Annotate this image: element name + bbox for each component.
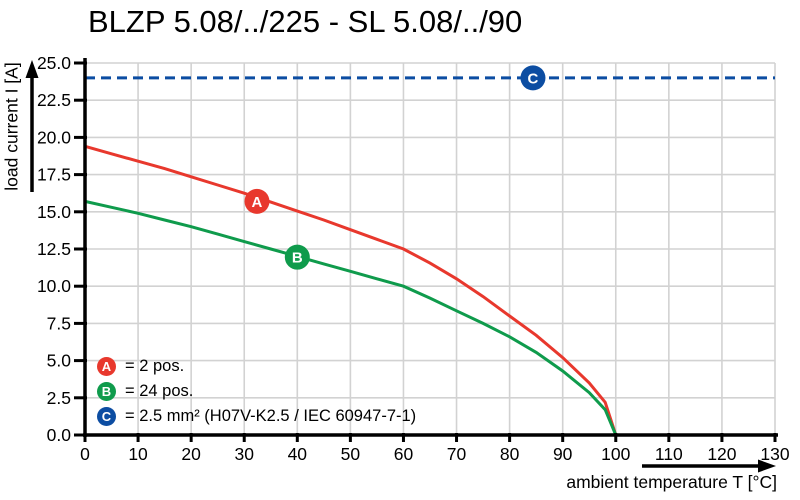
y-tick-label: 15.0 — [37, 202, 71, 222]
y-tick-label: 12.5 — [37, 239, 71, 259]
series-c-marker-letter: C — [528, 70, 539, 87]
x-tick-label: 70 — [447, 444, 467, 464]
y-tick-label: 25.0 — [37, 53, 71, 73]
series-a-marker — [244, 188, 270, 214]
chart-title: BLZP 5.08/../225 - SL 5.08/../90 — [88, 4, 523, 39]
y-tick-label: 22.5 — [37, 90, 71, 110]
x-tick-label: 50 — [341, 444, 361, 464]
series-b-marker-letter: B — [292, 250, 303, 267]
x-tick-label: 80 — [500, 444, 520, 464]
series-b-marker — [284, 244, 310, 270]
x-tick-label: 130 — [760, 444, 789, 464]
series-c-marker — [520, 65, 546, 91]
x-tick-label: 20 — [181, 444, 201, 464]
series-a-marker-letter: A — [252, 194, 263, 211]
series-b-badge-icon: B — [97, 382, 116, 401]
y-tick-label: 10.0 — [37, 276, 71, 296]
x-tick-label: 10 — [128, 444, 148, 464]
series-a-curve — [84, 144, 618, 436]
x-tick-label: 110 — [655, 444, 683, 464]
y-axis-label: load current I [A] — [1, 62, 22, 191]
x-axis-label: ambient temperature T [°C] — [566, 472, 777, 492]
x-tick-label: 30 — [234, 444, 254, 464]
legend: A = 2 pos. B = 24 pos. C = 2.5 mm² (H07V… — [97, 354, 416, 429]
x-tick-label: 40 — [288, 444, 308, 464]
series-b-curve — [84, 199, 618, 436]
x-axis-arrowhead-icon — [758, 459, 776, 473]
x-tick-label: 0 — [80, 444, 90, 464]
legend-label-series-a: = 2 pos. — [125, 357, 185, 375]
x-tick-label: 120 — [707, 444, 736, 464]
x-tick-label: 60 — [394, 444, 414, 464]
y-tick-label: 20.0 — [37, 127, 71, 147]
y-tick-label: 0.0 — [47, 425, 72, 445]
legend-item-series-b: B = 24 pos. — [97, 379, 416, 404]
y-tick-label: 7.5 — [47, 313, 71, 333]
legend-label-series-c: = 2.5 mm² (H07V-K2.5 / IEC 60947-7-1) — [125, 407, 417, 425]
legend-item-series-c: C = 2.5 mm² (H07V-K2.5 / IEC 60947-7-1) — [97, 404, 416, 429]
legend-label-series-b: = 24 pos. — [125, 382, 194, 400]
x-tick-label: 100 — [601, 444, 630, 464]
y-tick-label: 2.5 — [47, 388, 71, 408]
series-c-badge-icon: C — [97, 407, 116, 426]
series-a-badge-icon: A — [97, 357, 116, 376]
y-tick-label: 17.5 — [37, 165, 71, 185]
y-tick-label: 5.0 — [47, 351, 72, 371]
y-axis-arrowhead-icon — [25, 60, 39, 78]
x-tick-label: 90 — [553, 444, 573, 464]
legend-item-series-a: A = 2 pos. — [97, 354, 416, 379]
